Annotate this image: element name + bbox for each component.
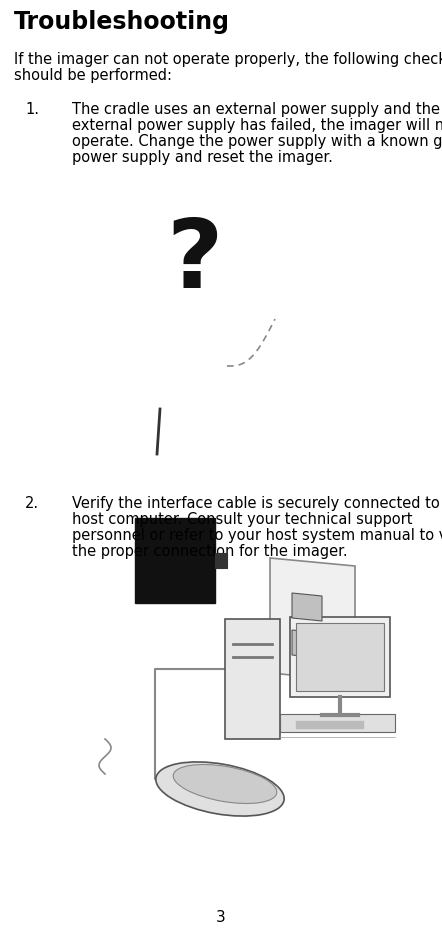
- Text: external power supply has failed, the imager will not: external power supply has failed, the im…: [72, 118, 442, 133]
- Polygon shape: [270, 559, 355, 681]
- Text: the proper connection for the imager.: the proper connection for the imager.: [72, 544, 347, 559]
- Text: 1.: 1.: [25, 102, 39, 117]
- Text: personnel or refer to your host system manual to verify: personnel or refer to your host system m…: [72, 527, 442, 542]
- Text: If the imager can not operate properly, the following checks: If the imager can not operate properly, …: [14, 52, 442, 67]
- Polygon shape: [135, 519, 215, 603]
- Polygon shape: [215, 553, 227, 568]
- FancyBboxPatch shape: [225, 619, 280, 740]
- Text: ?: ?: [167, 214, 223, 308]
- Ellipse shape: [173, 765, 277, 804]
- FancyBboxPatch shape: [290, 617, 390, 697]
- Text: Troubleshooting: Troubleshooting: [14, 10, 230, 34]
- Text: The cradle uses an external power supply and the: The cradle uses an external power supply…: [72, 102, 440, 117]
- Text: should be performed:: should be performed:: [14, 68, 172, 83]
- FancyBboxPatch shape: [280, 715, 395, 732]
- Text: host computer. Consult your technical support: host computer. Consult your technical su…: [72, 511, 412, 526]
- Ellipse shape: [156, 762, 284, 817]
- Polygon shape: [292, 593, 322, 622]
- Text: power supply and reset the imager.: power supply and reset the imager.: [72, 149, 333, 165]
- Text: Verify the interface cable is securely connected to the: Verify the interface cable is securely c…: [72, 496, 442, 510]
- Text: operate. Change the power supply with a known good: operate. Change the power supply with a …: [72, 134, 442, 148]
- Text: 2.: 2.: [25, 496, 39, 510]
- Polygon shape: [292, 630, 322, 658]
- FancyBboxPatch shape: [296, 624, 384, 691]
- Text: 3: 3: [216, 909, 226, 924]
